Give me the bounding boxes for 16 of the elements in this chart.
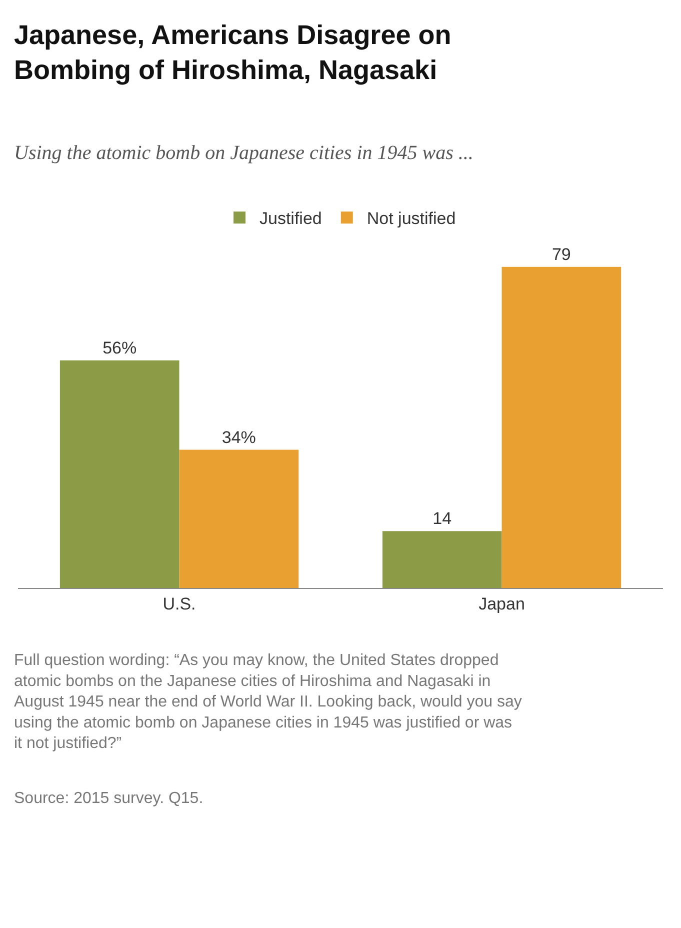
text: Full question wording: “As you may know, the United States dropped atomic bombs on the Japanese cities of Hiroshima and Nagasaki in August 1945 near the end of World War II. Looking back, would you say using the atomic bomb on Japanese cities in 1945 was justified or was it not justified?” [14,652,522,752]
source-note: Source: 2015 survey. Q15. [14,790,204,807]
legend-label: Not justified [366,209,456,228]
x-tick-label: Japan [478,594,525,614]
bar [179,450,299,588]
bar [382,531,502,588]
data-label: 34% [222,428,256,447]
legend-label: Justified [260,209,322,228]
bar [502,266,622,588]
x-tick-label: U.S. [162,594,196,614]
data-label: 79 [552,244,571,264]
chart-title: Japanese, Americans Disagree on Bombing of Hiroshima, Nagasaki [14,20,452,86]
bar [60,360,180,588]
data-label: 56% [102,338,137,358]
data-label: 14 [432,509,452,528]
chart-subtitle: Using the atomic bomb on Japanese cities in 1945 was ... [14,142,474,164]
